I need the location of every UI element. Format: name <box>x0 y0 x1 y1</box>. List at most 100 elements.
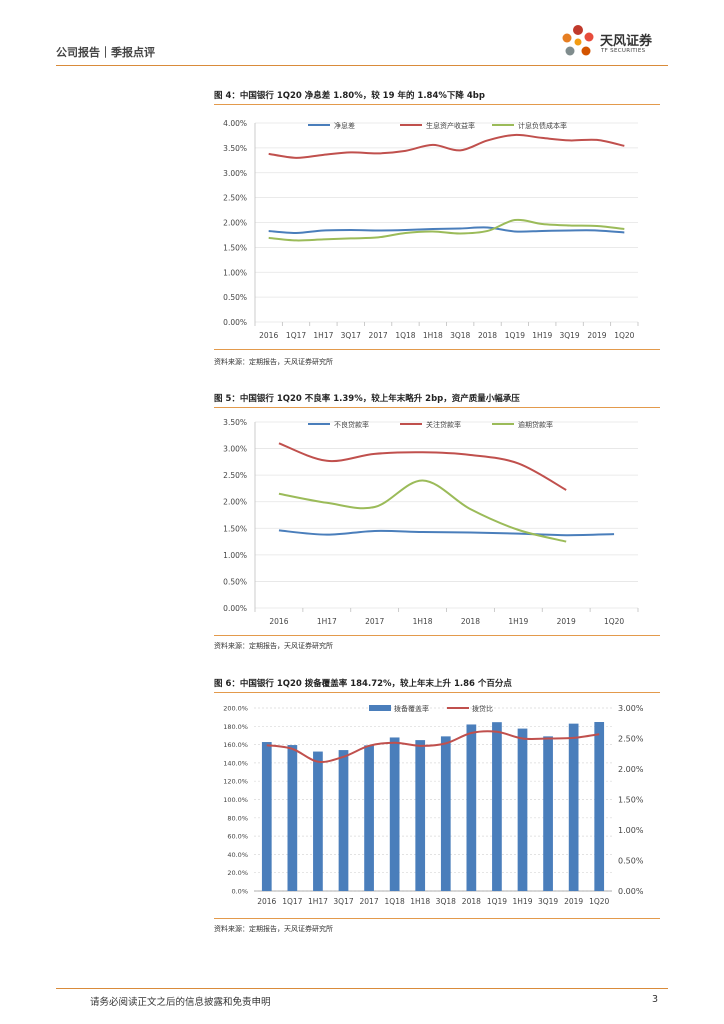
figure-6-top-rule <box>214 692 660 693</box>
c2-series-line <box>278 529 615 537</box>
c3-bar <box>338 750 349 891</box>
c1-x-tick: 2019 <box>587 331 606 340</box>
c3-x-tick: 3Q19 <box>538 897 558 906</box>
c3-bar <box>364 745 374 891</box>
c1-legend-label: 生息资产收益率 <box>426 121 475 130</box>
c1-x-tick: 1H17 <box>313 331 333 340</box>
c2-legend-label: 关注贷款率 <box>426 420 461 429</box>
figure-4-source: 资料来源：定期报告，天风证券研究所 <box>214 358 333 366</box>
c1-y-tick: 2.00% <box>223 219 247 228</box>
c3-x-tick: 2018 <box>462 897 481 906</box>
c3-bar <box>440 736 451 891</box>
c1-y-tick: 0.00% <box>223 318 247 327</box>
logo-text: 天风证券 <box>600 34 653 49</box>
page-header: 公司报告｜季报点评 天风证券 TF SECURITIES <box>56 25 668 68</box>
c3-x-tick: 1Q18 <box>385 897 405 906</box>
c1-legend-label: 净息差 <box>334 121 355 130</box>
c3-y-right-tick: 0.00% <box>618 887 644 896</box>
c3-x-tick: 2019 <box>564 897 583 906</box>
c1-x-tick: 2018 <box>478 331 497 340</box>
c2-y-tick: 3.00% <box>223 445 247 454</box>
c2-x-tick: 2017 <box>365 617 384 626</box>
figure-6-source: 资料来源：定期报告，天风证券研究所 <box>214 925 333 933</box>
c1-x-tick: 1Q19 <box>505 331 525 340</box>
c1-series-line <box>268 133 625 159</box>
c1-y-tick: 1.00% <box>223 268 247 277</box>
c1-y-tick: 0.50% <box>223 293 247 302</box>
c2-x-tick: 1H19 <box>508 617 528 626</box>
c3-bar <box>389 737 400 891</box>
c3-y-right-tick: 2.50% <box>618 735 644 744</box>
c2-x-tick: 1H18 <box>413 617 433 626</box>
c3-y-left-tick: 120.0% <box>223 778 248 786</box>
c3-x-tick: 1H17 <box>308 897 328 906</box>
c2-x-tick: 2018 <box>461 617 480 626</box>
c3-x-tick: 3Q17 <box>333 897 353 906</box>
c2-y-tick: 1.00% <box>223 551 247 560</box>
figure-5-bottom-rule <box>214 635 660 636</box>
c3-y-left-tick: 180.0% <box>223 723 248 731</box>
c2-series-line <box>278 442 567 491</box>
c3-y-right-tick: 2.00% <box>618 765 644 774</box>
c3-bar <box>466 724 477 891</box>
figure-6-chart: 200.0% 180.0% 160.0% 140.0% 120.0% 100.0% 80.0… <box>214 697 660 915</box>
c3-bar <box>568 723 579 891</box>
c1-y-tick: 3.00% <box>223 169 247 178</box>
c3-y-left-tick: 100.0% <box>223 796 248 804</box>
c1-y-tick: 4.00% <box>223 119 247 128</box>
c1-x-tick: 3Q19 <box>559 331 579 340</box>
c2-x-tick: 1H17 <box>317 617 337 626</box>
figure-6-title: 图 6：中国银行 1Q20 拨备覆盖率 184.72%，较上年末上升 1.86 … <box>214 679 512 689</box>
c1-x-tick: 1H19 <box>532 331 552 340</box>
c3-y-left-tick: 40.0% <box>227 851 248 859</box>
c3-y-right-tick: 1.00% <box>618 826 644 835</box>
c2-legend-label: 逾期贷款率 <box>518 420 553 429</box>
c1-series-line <box>268 218 625 242</box>
c2-x-tick: 2016 <box>269 617 288 626</box>
c3-y-left-tick: 60.0% <box>227 833 248 841</box>
c1-series-line <box>268 226 625 234</box>
npl-line-chart: 3.50% 3.00% 2.50% 2.00% 1.50% 1.00% 0.50% 0.00%… <box>223 418 639 626</box>
c1-x-tick: 2016 <box>259 331 278 340</box>
figure-5-chart: 3.50% 3.00% 2.50% 2.00% 1.50% 1.00% 0.50% 0.00%… <box>214 412 660 632</box>
c3-bar <box>492 722 502 891</box>
c1-x-tick: 3Q17 <box>341 331 361 340</box>
c3-x-tick: 1H19 <box>513 897 533 906</box>
c2-y-tick: 2.50% <box>223 471 247 480</box>
c3-legend-swatch <box>369 705 391 711</box>
c3-y-left-tick: 80.0% <box>227 814 248 822</box>
c3-x-tick: 3Q18 <box>436 897 456 906</box>
figure-4-chart: 4.00% 3.50% 3.00% 2.50% 2.00% 1.50% 1.00% 0.50%… <box>214 110 660 346</box>
coverage-bar-chart: 200.0% 180.0% 160.0% 140.0% 120.0% 100.0% 80.0… <box>223 704 644 906</box>
c3-y-right-tick: 0.50% <box>618 857 644 866</box>
c3-legend-label: 拨备覆盖率 <box>394 704 429 713</box>
logo-subtext: TF SECURITIES <box>601 48 646 54</box>
c1-x-tick: 1Q20 <box>614 331 634 340</box>
c3-x-tick: 1H18 <box>410 897 430 906</box>
figure-5-top-rule <box>214 407 660 408</box>
c3-bar <box>415 740 426 891</box>
c3-ratio-line <box>266 730 600 763</box>
c3-x-tick: 2017 <box>360 897 379 906</box>
c3-y-right-tick: 3.00% <box>618 704 644 713</box>
c3-y-left-tick: 20.0% <box>227 869 248 877</box>
c2-x-tick: 1Q20 <box>604 617 624 626</box>
figure-4-title: 图 4：中国银行 1Q20 净息差 1.80%，较 19 年的 1.84%下降 … <box>214 91 485 101</box>
c3-x-tick: 2016 <box>257 897 276 906</box>
c1-y-tick: 2.50% <box>223 194 247 203</box>
c3-bar <box>517 728 528 891</box>
c1-x-tick: 3Q18 <box>450 331 470 340</box>
c1-x-tick: 1H18 <box>423 331 443 340</box>
c1-legend-label: 计息负债成本率 <box>518 121 567 130</box>
c1-x-tick: 1Q17 <box>286 331 306 340</box>
figure-4-bottom-rule <box>214 349 660 350</box>
c3-bar <box>261 742 272 891</box>
c3-y-left-tick: 140.0% <box>223 759 248 767</box>
c3-y-right-tick: 1.50% <box>618 796 644 805</box>
c3-y-left-tick: 160.0% <box>223 741 248 749</box>
footer-rule <box>56 988 668 989</box>
figure-5-source: 资料来源：定期报告，天风证券研究所 <box>214 642 333 650</box>
c3-legend-label: 拨贷比 <box>472 704 493 713</box>
c2-y-tick: 0.50% <box>223 577 247 586</box>
c1-x-tick: 1Q18 <box>395 331 415 340</box>
